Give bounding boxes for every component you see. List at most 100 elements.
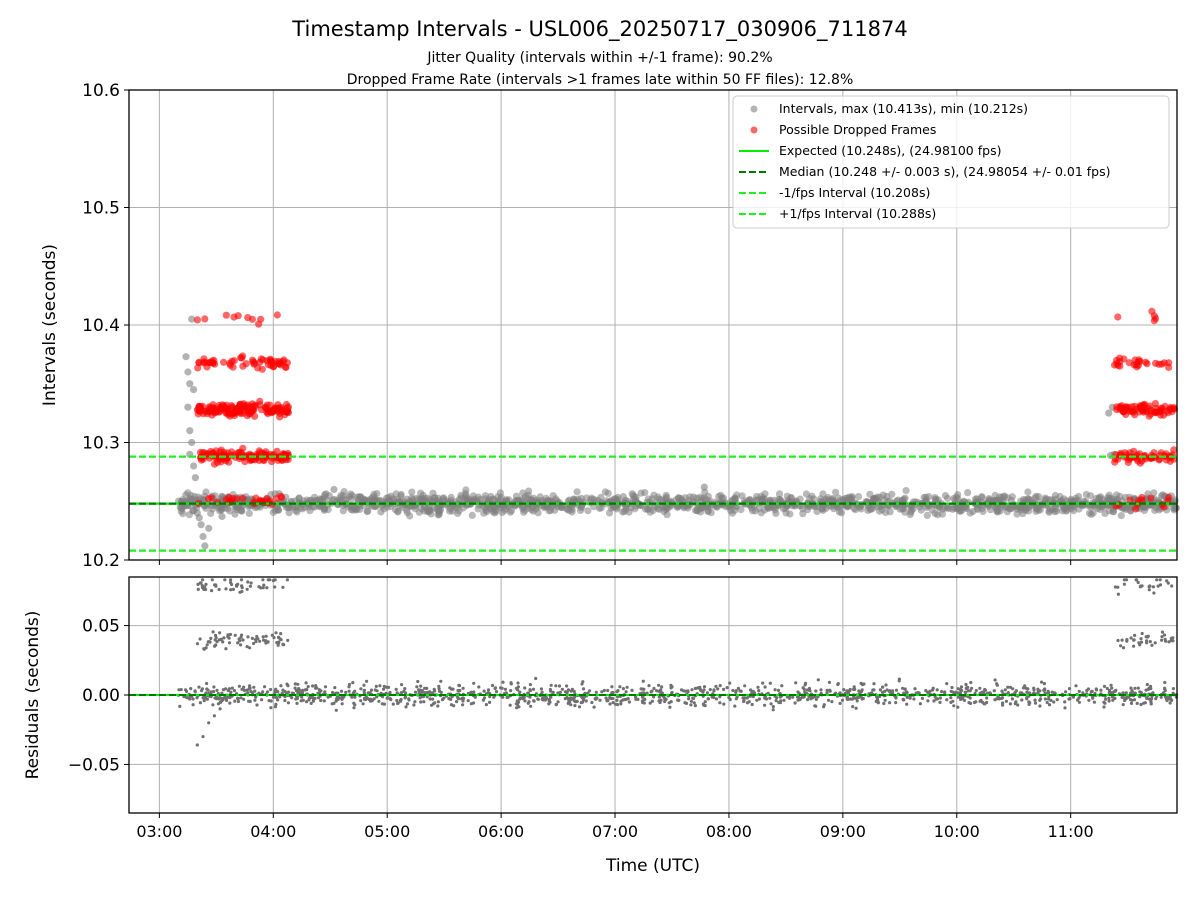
residual-point <box>775 696 779 700</box>
residual-point <box>264 641 268 645</box>
residual-point <box>549 683 553 687</box>
dropped-frame-point <box>1114 313 1122 321</box>
residual-point <box>1107 699 1111 703</box>
interval-point <box>286 503 294 512</box>
residual-point <box>848 687 852 692</box>
residual-point <box>639 687 643 691</box>
dropped-frame-point <box>211 406 219 414</box>
residual-point <box>258 639 262 643</box>
interval-point <box>406 512 414 520</box>
residual-point <box>954 690 958 694</box>
bottom-y-tick-label: 0.05 <box>82 617 120 637</box>
bottom-y-axis-label: Residuals (seconds) <box>23 611 43 780</box>
dropped-frame-point <box>256 448 264 457</box>
residual-point <box>1008 702 1013 706</box>
residual-point <box>273 578 277 582</box>
residual-point <box>722 702 726 706</box>
residual-point <box>667 701 671 705</box>
residual-point <box>959 685 964 689</box>
residual-point <box>276 698 280 702</box>
interval-point <box>364 507 372 515</box>
residual-point <box>508 703 512 707</box>
interval-point <box>190 462 198 470</box>
residual-point <box>395 698 399 703</box>
interval-point <box>648 495 656 503</box>
residual-point <box>528 688 533 693</box>
interval-point <box>644 505 652 513</box>
dropped-frame-point <box>1131 411 1139 419</box>
residual-point <box>381 687 386 691</box>
interval-point <box>610 501 618 509</box>
residual-point <box>908 696 912 700</box>
residual-point <box>714 684 718 688</box>
residual-point <box>237 637 241 641</box>
residual-point <box>569 703 573 707</box>
residual-point <box>570 696 574 700</box>
residual-point <box>1169 636 1173 640</box>
residual-point <box>657 683 661 687</box>
residual-point <box>1021 686 1026 690</box>
residual-point <box>634 695 638 699</box>
residual-point <box>482 689 486 693</box>
interval-point <box>834 494 842 502</box>
residual-point <box>1125 638 1129 642</box>
residual-point <box>1145 639 1149 643</box>
top-y-tick-label: 10.2 <box>82 551 120 571</box>
residual-point <box>1162 633 1167 637</box>
residual-point <box>523 699 527 703</box>
interval-point <box>320 504 328 513</box>
residual-point <box>663 699 667 704</box>
residual-point <box>211 703 215 707</box>
residual-point <box>274 687 278 691</box>
residual-point <box>263 685 267 689</box>
dropped-frame-point <box>268 458 276 466</box>
residual-point <box>652 695 656 699</box>
residual-point <box>271 695 276 699</box>
interval-point <box>306 497 314 505</box>
residual-point <box>399 691 404 695</box>
residual-point <box>188 697 192 701</box>
residual-point <box>212 685 216 689</box>
interval-point <box>293 508 301 516</box>
legend-marker-dropped <box>750 126 758 134</box>
residual-point <box>1160 638 1164 642</box>
residual-point <box>412 703 416 707</box>
dropped-frame-point <box>1165 359 1173 367</box>
residual-point <box>691 696 695 700</box>
interval-point <box>316 496 324 504</box>
residual-point <box>228 632 233 637</box>
residual-point <box>1123 698 1127 703</box>
residual-point <box>1122 582 1126 586</box>
residual-point <box>950 685 954 690</box>
residual-point <box>333 686 337 690</box>
top-y-tick-label: 10.6 <box>82 81 120 101</box>
residual-point <box>340 702 344 706</box>
residual-point <box>763 685 767 689</box>
residual-point <box>286 701 290 705</box>
interval-point <box>841 494 850 502</box>
residual-point <box>385 696 389 700</box>
residual-point <box>940 690 944 694</box>
residual-point <box>413 700 417 704</box>
residual-point <box>212 714 216 718</box>
residual-point <box>710 695 714 699</box>
residual-point <box>351 681 355 685</box>
residual-point <box>757 697 762 701</box>
interval-point <box>1117 511 1125 520</box>
residual-point <box>1052 691 1057 695</box>
dropped-frame-point <box>255 320 263 328</box>
x-tick-label: 07:00 <box>592 822 638 841</box>
residual-point <box>1092 700 1096 704</box>
residual-point <box>359 699 363 703</box>
residual-point <box>1143 701 1147 705</box>
residual-point <box>199 581 203 585</box>
residual-point <box>689 699 694 703</box>
residual-point <box>362 691 366 695</box>
residual-point <box>1116 592 1120 596</box>
interval-point <box>882 508 890 516</box>
residual-point <box>809 697 813 701</box>
interval-point <box>707 508 715 517</box>
residual-point <box>1104 697 1108 701</box>
residual-point <box>1168 701 1172 705</box>
interval-point <box>728 509 737 517</box>
